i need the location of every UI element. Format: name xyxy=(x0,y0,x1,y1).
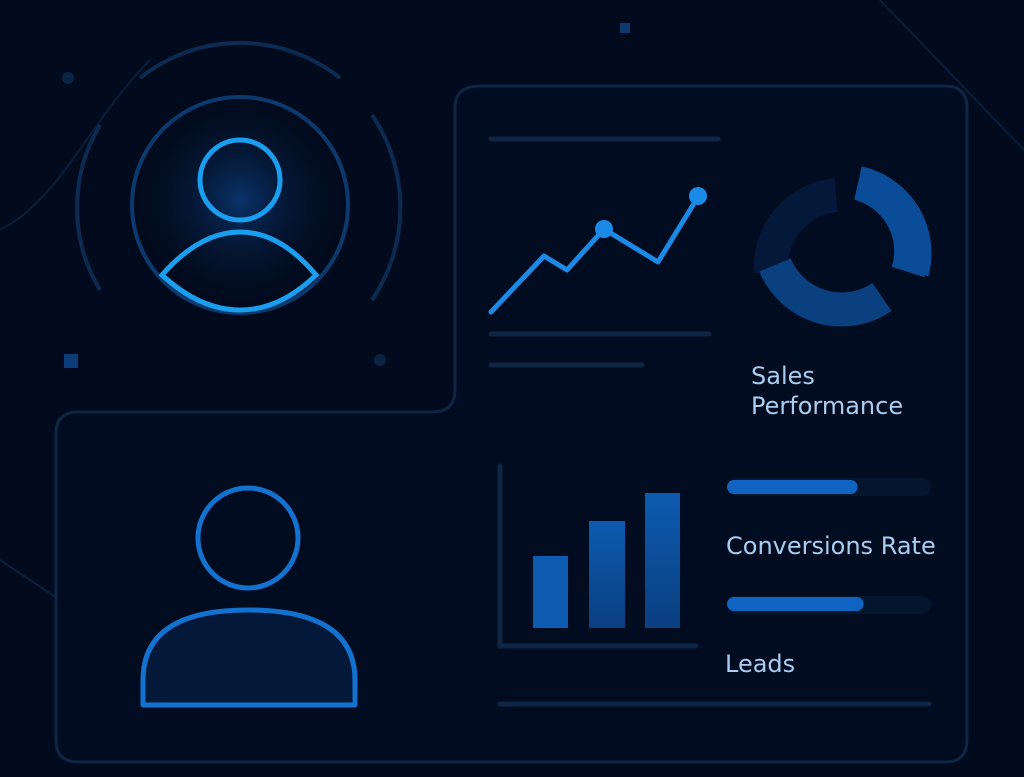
donut-chart-icon xyxy=(753,166,932,327)
sales-performance-label-line1: Sales xyxy=(751,362,815,390)
bar xyxy=(533,556,568,628)
user-avatar-icon xyxy=(75,40,403,315)
line-chart-icon xyxy=(488,136,721,368)
leads-label: Leads xyxy=(725,650,795,678)
conversions-progress-bar xyxy=(727,478,931,496)
bar xyxy=(645,493,680,628)
leads-progress-bar xyxy=(727,596,931,614)
user-avatar-icon xyxy=(140,485,358,708)
bar xyxy=(589,521,625,628)
conversions-rate-label: Conversions Rate xyxy=(726,532,936,560)
bar-chart-icon xyxy=(497,463,932,707)
dashboard-panel xyxy=(54,84,969,764)
sales-performance-label-line2: Performance xyxy=(751,392,903,420)
